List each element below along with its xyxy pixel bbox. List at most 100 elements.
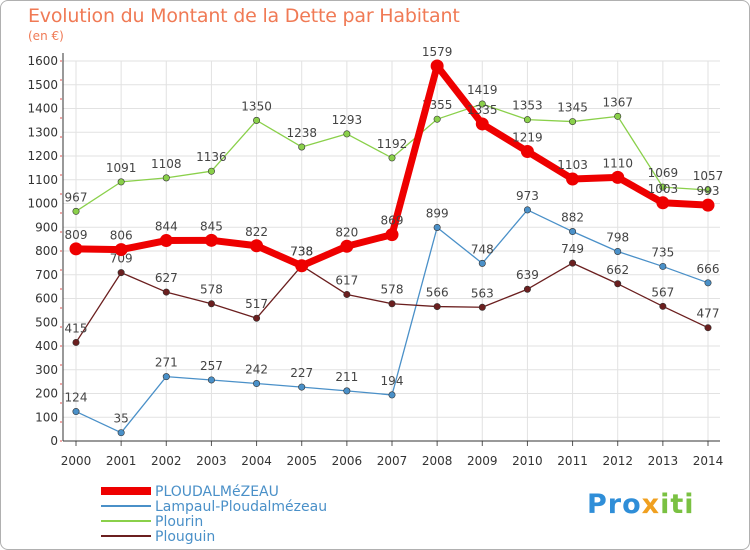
x-tick-label: 2002 <box>151 454 182 468</box>
data-point <box>478 303 486 311</box>
y-tick-label: 800 <box>35 244 58 258</box>
data-label: 1353 <box>512 99 543 113</box>
data-point <box>114 243 128 257</box>
logo-part: x <box>641 489 661 520</box>
data-point <box>298 383 306 391</box>
data-label: 578 <box>200 283 223 297</box>
data-label: 1367 <box>602 95 633 109</box>
data-label: 666 <box>697 262 720 276</box>
data-label: 415 <box>65 321 88 335</box>
data-label: 1069 <box>648 166 679 180</box>
data-point <box>207 376 215 384</box>
data-point <box>569 228 577 236</box>
y-tick-label: 1100 <box>27 173 58 187</box>
data-label: 639 <box>516 268 539 282</box>
x-tick-label: 2006 <box>332 454 363 468</box>
data-label: 993 <box>697 184 720 198</box>
legend-label: Lampaul-Ploudalmézeau <box>155 499 327 515</box>
x-tick-label: 2014 <box>693 454 724 468</box>
x-tick-label: 2000 <box>61 454 92 468</box>
x-tick-label: 2010 <box>512 454 543 468</box>
data-label: 1335 <box>467 103 498 117</box>
data-point <box>72 207 80 215</box>
data-label: 1103 <box>557 158 588 172</box>
y-tick-label: 1400 <box>27 102 58 116</box>
data-label: 1136 <box>196 150 227 164</box>
data-point <box>659 302 667 310</box>
y-tick-label: 1300 <box>27 125 58 139</box>
data-point <box>659 183 667 191</box>
data-label: 1057 <box>693 169 724 183</box>
x-tick-label: 2001 <box>106 454 137 468</box>
y-tick-label: 500 <box>35 315 58 329</box>
x-tick-label: 2012 <box>602 454 633 468</box>
y-tick-label: 300 <box>35 363 58 377</box>
data-point <box>298 143 306 151</box>
data-point <box>343 130 351 138</box>
data-point <box>430 59 444 73</box>
data-point <box>478 259 486 267</box>
data-point <box>162 373 170 381</box>
data-label: 1003 <box>648 182 679 196</box>
y-tick-label: 700 <box>35 268 58 282</box>
data-point <box>523 116 531 124</box>
y-tick-label: 400 <box>35 339 58 353</box>
data-point <box>162 288 170 296</box>
data-label: 563 <box>471 286 494 300</box>
data-point <box>343 290 351 298</box>
data-label: 735 <box>651 245 674 259</box>
data-point <box>388 154 396 162</box>
x-tick-label: 2008 <box>422 454 453 468</box>
x-tick-label: 2007 <box>377 454 408 468</box>
data-point <box>253 314 261 322</box>
data-point <box>569 118 577 126</box>
x-tick-label: 2003 <box>196 454 227 468</box>
data-point <box>295 259 309 273</box>
data-label: 899 <box>426 206 449 220</box>
data-label: 124 <box>65 391 88 405</box>
data-label: 1219 <box>512 130 543 144</box>
data-label: 1419 <box>467 83 498 97</box>
y-tick-label: 0 <box>50 434 58 448</box>
data-point <box>253 380 261 388</box>
data-point <box>433 223 441 231</box>
data-label: 820 <box>335 225 358 239</box>
data-label: 844 <box>155 220 178 234</box>
data-point <box>433 303 441 311</box>
data-point <box>388 300 396 308</box>
data-point <box>388 391 396 399</box>
data-label: 1091 <box>106 161 137 175</box>
data-label: 798 <box>606 230 629 244</box>
data-point <box>343 387 351 395</box>
y-tick-label: 1000 <box>27 197 58 211</box>
data-point <box>340 239 354 253</box>
data-point <box>72 338 80 346</box>
data-point <box>659 262 667 270</box>
legend-label: Plourin <box>155 514 203 530</box>
y-tick-label: 1500 <box>27 78 58 92</box>
data-point <box>656 196 670 210</box>
data-label: 869 <box>381 214 404 228</box>
data-point <box>704 324 712 332</box>
data-label: 1192 <box>377 137 408 151</box>
data-point <box>614 280 622 288</box>
data-label: 738 <box>290 245 313 259</box>
data-point <box>569 259 577 267</box>
data-point <box>478 100 486 108</box>
data-label: 517 <box>245 297 268 311</box>
data-label: 809 <box>65 228 88 242</box>
y-tick-label: 200 <box>35 387 58 401</box>
data-point <box>207 167 215 175</box>
data-label: 211 <box>335 370 358 384</box>
y-tick-label: 600 <box>35 292 58 306</box>
data-label: 1293 <box>332 113 363 127</box>
data-point <box>250 239 264 253</box>
data-label: 748 <box>471 242 494 256</box>
data-point <box>69 242 83 256</box>
data-label: 257 <box>200 359 223 373</box>
data-label: 845 <box>200 219 223 233</box>
data-point <box>614 247 622 255</box>
legend-label: PLOUDALMéZEAU <box>155 484 279 500</box>
